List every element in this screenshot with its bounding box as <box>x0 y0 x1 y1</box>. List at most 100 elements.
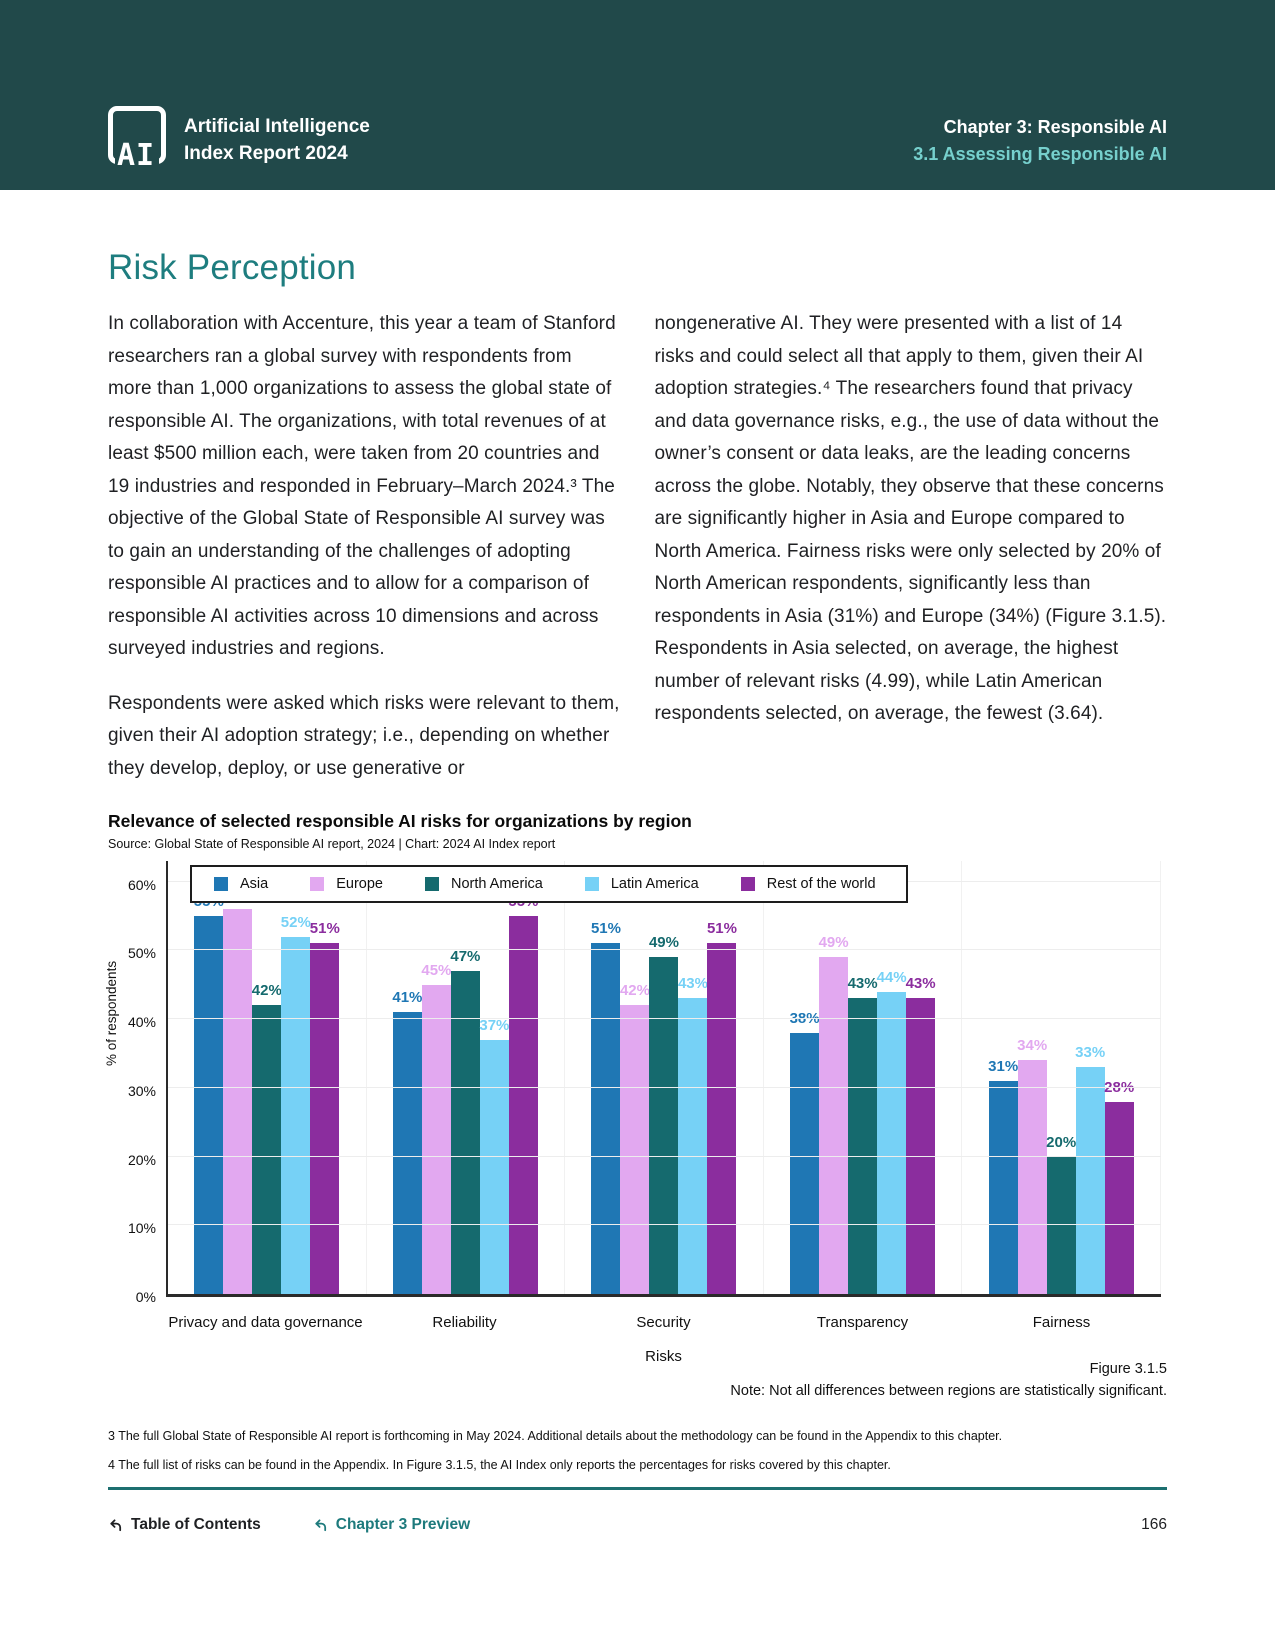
bar-value-label: 43% <box>847 975 878 993</box>
bar: 56% <box>223 886 253 1294</box>
bar: 45% <box>421 962 451 1294</box>
footnote-3: 3 The full Global State of Responsible A… <box>108 1429 1003 1443</box>
y-tick-label: 0% <box>135 1289 156 1305</box>
page-number: 166 <box>1141 1516 1167 1533</box>
x-tick-label: Fairness <box>1032 1314 1091 1331</box>
y-tick-label: 40% <box>127 1014 156 1031</box>
x-axis-title: Risks <box>645 1348 682 1365</box>
gridline <box>168 949 1161 951</box>
bar: 31% <box>988 1058 1018 1294</box>
legend-label: Latin America <box>610 876 699 892</box>
back-arrow-icon <box>315 1518 326 1531</box>
x-tick-label: Reliability <box>432 1314 497 1331</box>
y-tick-label: 30% <box>127 1082 156 1099</box>
legend-swatch-icon <box>584 877 599 891</box>
bar: 41% <box>392 989 422 1294</box>
paragraph: In collaboration with Accenture, this ye… <box>108 313 616 659</box>
x-tick-label: Security <box>636 1314 691 1331</box>
gridline <box>168 1155 1161 1157</box>
plot-area: Asia Europe North America Latin America Rest… <box>166 861 1161 1297</box>
bar: 37% <box>479 1017 509 1294</box>
bar: 49% <box>819 934 849 1294</box>
page-footer: Table of Contents Chapter 3 Preview 166 <box>108 1516 1167 1534</box>
bar-value-label: 43% <box>905 975 936 993</box>
legend-item: North America <box>424 876 543 892</box>
chart-title: Relevance of selected responsible AI ris… <box>108 811 692 831</box>
bar-value-label: 41% <box>392 989 423 1007</box>
brand-line1: Artificial Intelligence <box>184 115 370 137</box>
bar-value-label: 44% <box>876 968 907 986</box>
figure-label: Figure 3.1.5 <box>1089 1361 1167 1377</box>
x-tick-label: Transparency <box>816 1314 909 1331</box>
page-title: Risk Perception <box>108 248 357 287</box>
table-of-contents-link[interactable]: Table of Contents <box>108 1516 261 1534</box>
chart-legend: Asia Europe North America Latin America Rest… <box>190 865 908 903</box>
legend-label: Europe <box>336 876 383 892</box>
bar-value-label: 34% <box>1017 1037 1048 1055</box>
bar-value-label: 51% <box>590 920 621 938</box>
table-of-contents-label: Table of Contents <box>131 1516 261 1533</box>
legend-swatch-icon <box>740 877 755 891</box>
legend-item: Asia <box>214 876 268 892</box>
paragraph: nongenerative AI. They were presented wi… <box>654 313 1167 724</box>
legend-item: Rest of the world <box>740 876 876 892</box>
header-section: 3.1 Assessing Responsible AI <box>913 144 1167 164</box>
bar-value-label: 42% <box>619 982 650 1000</box>
bar-groups: 55%56%42%52%51%41%45%47%37%55%51%42%49%4… <box>168 861 1161 1294</box>
bar: 49% <box>649 934 679 1294</box>
bar-value-label: 47% <box>450 947 481 965</box>
bar-group: 51% 42% 49% 43% 51% <box>565 861 764 1294</box>
brand: AI Artificial Intelligence Index Report … <box>108 106 370 173</box>
y-tick-label: 60% <box>127 876 156 893</box>
chart-note: Note: Not all differences between region… <box>730 1383 1167 1399</box>
header-band: AI Artificial Intelligence Index Report … <box>0 0 1275 190</box>
bar-value-label: 51% <box>309 920 340 938</box>
bar: 51% <box>707 920 737 1294</box>
chapter-3-preview-link[interactable]: Chapter 3 Preview <box>313 1516 470 1534</box>
bar: 42% <box>252 982 282 1294</box>
bar: 38% <box>790 1010 820 1294</box>
legend-swatch-icon <box>214 877 228 891</box>
gridline <box>168 1018 1161 1020</box>
bar: 28% <box>1104 1079 1134 1294</box>
bar: 51% <box>310 920 340 1294</box>
bar-value-label: 20% <box>1046 1133 1077 1151</box>
bar-value-label: 43% <box>677 975 708 993</box>
footnotes: 3 The full Global State of Responsible A… <box>108 1429 1167 1472</box>
bar: 42% <box>620 982 650 1294</box>
bar-value-label: 52% <box>280 913 311 931</box>
bar: 44% <box>877 969 907 1294</box>
legend-label: Rest of the world <box>766 876 876 892</box>
back-arrow-icon <box>110 1518 122 1531</box>
bar: 43% <box>678 975 708 1294</box>
bar: 51% <box>591 920 621 1294</box>
bar-value-label: 42% <box>251 982 282 1000</box>
bar-group: 31% 34% 20% 33% 28% <box>962 861 1161 1294</box>
bar: 43% <box>906 975 936 1294</box>
legend-label: Asia <box>240 876 269 892</box>
page-content: Risk Perception In collaboration with Ac… <box>0 248 1275 1534</box>
chart-source: Source: Global State of Responsible AI r… <box>108 837 556 851</box>
y-tick-label: 50% <box>127 945 156 962</box>
chart-area: % of respondents Asia Europe North America… <box>104 861 1167 1365</box>
bar: 52% <box>281 914 311 1294</box>
chapter-3-preview-label: Chapter 3 Preview <box>335 1516 471 1533</box>
y-tick-label: 10% <box>127 1220 156 1237</box>
ai-index-logo-icon: AI <box>108 106 166 173</box>
bar: 55% <box>508 893 538 1294</box>
bar-value-label: 33% <box>1075 1044 1106 1062</box>
right-column: nongenerative AI. They were presented wi… <box>655 308 1168 785</box>
bar-value-label: 45% <box>421 961 452 979</box>
bar-group: 41% 45%47% 37%55% <box>367 861 566 1294</box>
gridline <box>168 1086 1161 1088</box>
legend-swatch-icon <box>310 877 325 891</box>
bar: 55% <box>194 893 224 1294</box>
legend-item: Latin America <box>584 876 699 892</box>
brand-line2: Index Report 2024 <box>184 143 348 165</box>
gridline <box>168 1224 1161 1226</box>
y-tick-label: 20% <box>127 1151 156 1168</box>
body-columns: In collaboration with Accenture, this ye… <box>108 308 1167 785</box>
header-chapter: Chapter 3: Responsible AI <box>943 117 1167 137</box>
legend-label: North America <box>450 876 543 892</box>
logo-ai-letters: AI <box>115 138 160 173</box>
